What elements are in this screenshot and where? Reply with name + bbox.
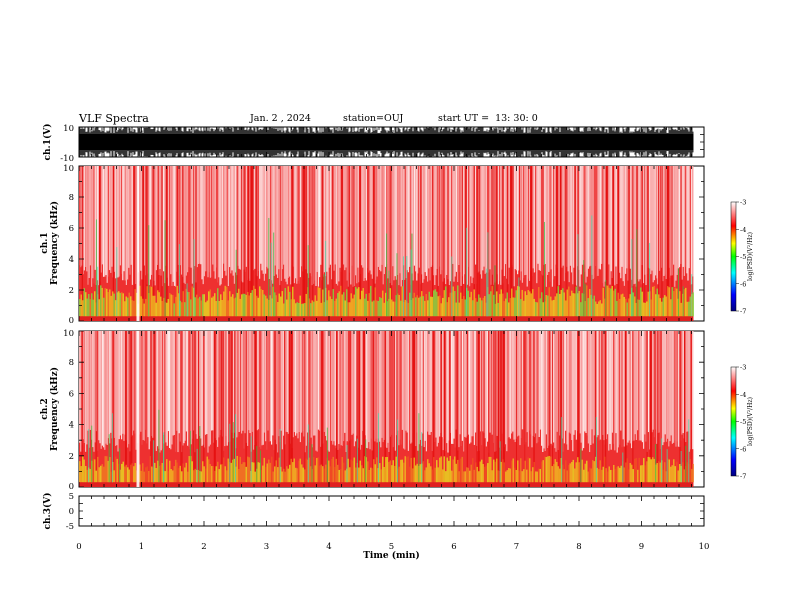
colorbar-tick-label: -4	[740, 226, 746, 234]
spectrogram-ytick-label: 10	[63, 329, 74, 339]
spectrogram-ytick-label: 8	[69, 358, 74, 368]
x-tick-label: 6	[451, 542, 456, 552]
ch2-colorbar	[730, 366, 737, 477]
ch1-spectrogram-image	[79, 166, 694, 321]
ch1-spectrogram-ylabel: Frequency (kHz)	[49, 201, 60, 285]
colorbar-label: log(PSD)(V²/Hz)	[747, 232, 754, 281]
colorbar-tick-label: -3	[740, 199, 746, 207]
ch1-waveform-trace	[79, 127, 694, 157]
x-tick-label: 1	[139, 542, 144, 552]
colorbar-tick-label: -6	[740, 280, 746, 288]
x-tick-label: 8	[576, 542, 581, 552]
ch3-ytick-label: -5	[66, 522, 74, 532]
ch3-ytick-label: 5	[69, 492, 74, 502]
spectrogram-ytick-label: 2	[69, 452, 74, 462]
ch1-ytick-label: 10	[63, 124, 74, 134]
colorbar-tick-label: -7	[740, 473, 746, 481]
ch3-ytick-label: 0	[69, 507, 74, 517]
colorbar-label: log(PSD)(V²/Hz)	[747, 397, 754, 446]
spectrogram-ytick-label: 0	[69, 482, 74, 492]
spectrogram-ytick-label: 6	[69, 389, 74, 399]
ch2-spectrogram-image	[79, 331, 694, 487]
figure-title: VLF Spectra	[79, 112, 149, 125]
spectrogram-ytick-label: 4	[69, 255, 74, 265]
x-tick-label: 3	[264, 542, 269, 552]
spectrogram-ytick-label: 2	[69, 286, 74, 296]
colorbar-tick-label: -7	[740, 308, 746, 316]
colorbar-tick-label: -5	[740, 418, 746, 426]
ch2-spectrogram-ylabel: Frequency (kHz)	[49, 367, 60, 451]
x-tick-label: 2	[201, 542, 206, 552]
colorbar-tick-label: -3	[740, 364, 746, 372]
ch1-waveform-ylabel: ch.1(V)	[42, 124, 53, 161]
x-tick-label: 10	[699, 542, 710, 552]
x-tick-label: 9	[639, 542, 644, 552]
date-label: Jan. 2 , 2024	[250, 113, 311, 124]
colorbar-tick-label: -4	[740, 391, 746, 399]
ch1-spectrogram-ylabel: ch.1	[40, 232, 50, 253]
ch1-ytick-label: -10	[60, 154, 74, 164]
colorbar-ticks: -3 -4 -5 -6 -7 log(PSD)(V²/Hz) -3 -4 -5 -6 -7 log(P…	[736, 199, 754, 481]
spectrogram-ytick-label: 6	[69, 224, 74, 234]
x-tick-label: 5	[389, 542, 394, 552]
x-axis-label: Time (min)	[363, 550, 420, 561]
spectrogram-ytick-label: 10	[63, 164, 74, 174]
colorbar-tick-label: -5	[740, 253, 746, 261]
start-time-label: start UT = 13: 30: 0	[438, 113, 538, 124]
ch1-colorbar	[730, 201, 737, 312]
spectrogram-ytick-label: 0	[69, 316, 74, 326]
x-tick-label: 4	[326, 542, 331, 552]
spectrogram-ytick-label: 4	[69, 421, 74, 431]
spectrogram-ytick-label: 8	[69, 193, 74, 203]
ch2-spectrogram-ylabel: ch.2	[40, 398, 50, 419]
axis-ticks	[78, 126, 705, 527]
x-tick-label: 0	[76, 542, 81, 552]
station-label: station=OUJ	[343, 113, 404, 124]
x-tick-label: 7	[514, 542, 519, 552]
colorbar-tick-label: -6	[740, 445, 746, 453]
ch3-waveform-ylabel: ch.3(V)	[42, 493, 53, 530]
